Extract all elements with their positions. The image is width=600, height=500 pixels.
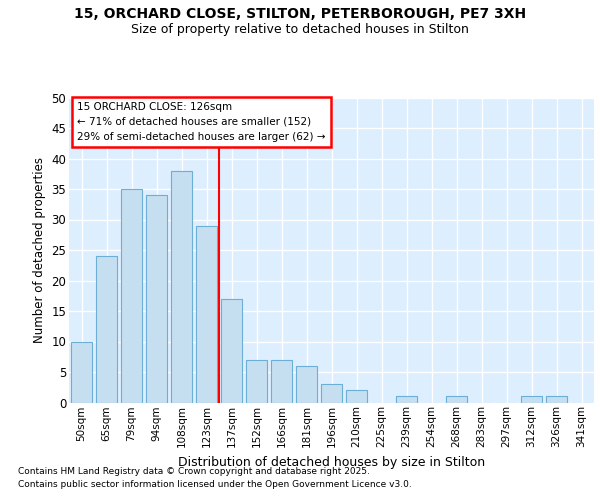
Bar [321, 384, 342, 402]
Bar [71, 342, 92, 402]
Text: Size of property relative to detached houses in Stilton: Size of property relative to detached ho… [131, 22, 469, 36]
Bar [396, 396, 417, 402]
Bar [546, 396, 567, 402]
Bar [271, 360, 292, 403]
Bar [96, 256, 117, 402]
Text: 15, ORCHARD CLOSE, STILTON, PETERBOROUGH, PE7 3XH: 15, ORCHARD CLOSE, STILTON, PETERBOROUGH… [74, 8, 526, 22]
Bar [246, 360, 267, 403]
Text: Contains HM Land Registry data © Crown copyright and database right 2025.: Contains HM Land Registry data © Crown c… [18, 468, 370, 476]
Text: Contains public sector information licensed under the Open Government Licence v3: Contains public sector information licen… [18, 480, 412, 489]
Y-axis label: Number of detached properties: Number of detached properties [33, 157, 46, 343]
X-axis label: Distribution of detached houses by size in Stilton: Distribution of detached houses by size … [178, 456, 485, 468]
Bar [296, 366, 317, 403]
Bar [446, 396, 467, 402]
Bar [171, 170, 192, 402]
Bar [521, 396, 542, 402]
Bar [121, 189, 142, 402]
Bar [346, 390, 367, 402]
Text: 15 ORCHARD CLOSE: 126sqm
← 71% of detached houses are smaller (152)
29% of semi-: 15 ORCHARD CLOSE: 126sqm ← 71% of detach… [77, 102, 325, 142]
Bar [221, 299, 242, 403]
Bar [146, 195, 167, 402]
Bar [196, 226, 217, 402]
